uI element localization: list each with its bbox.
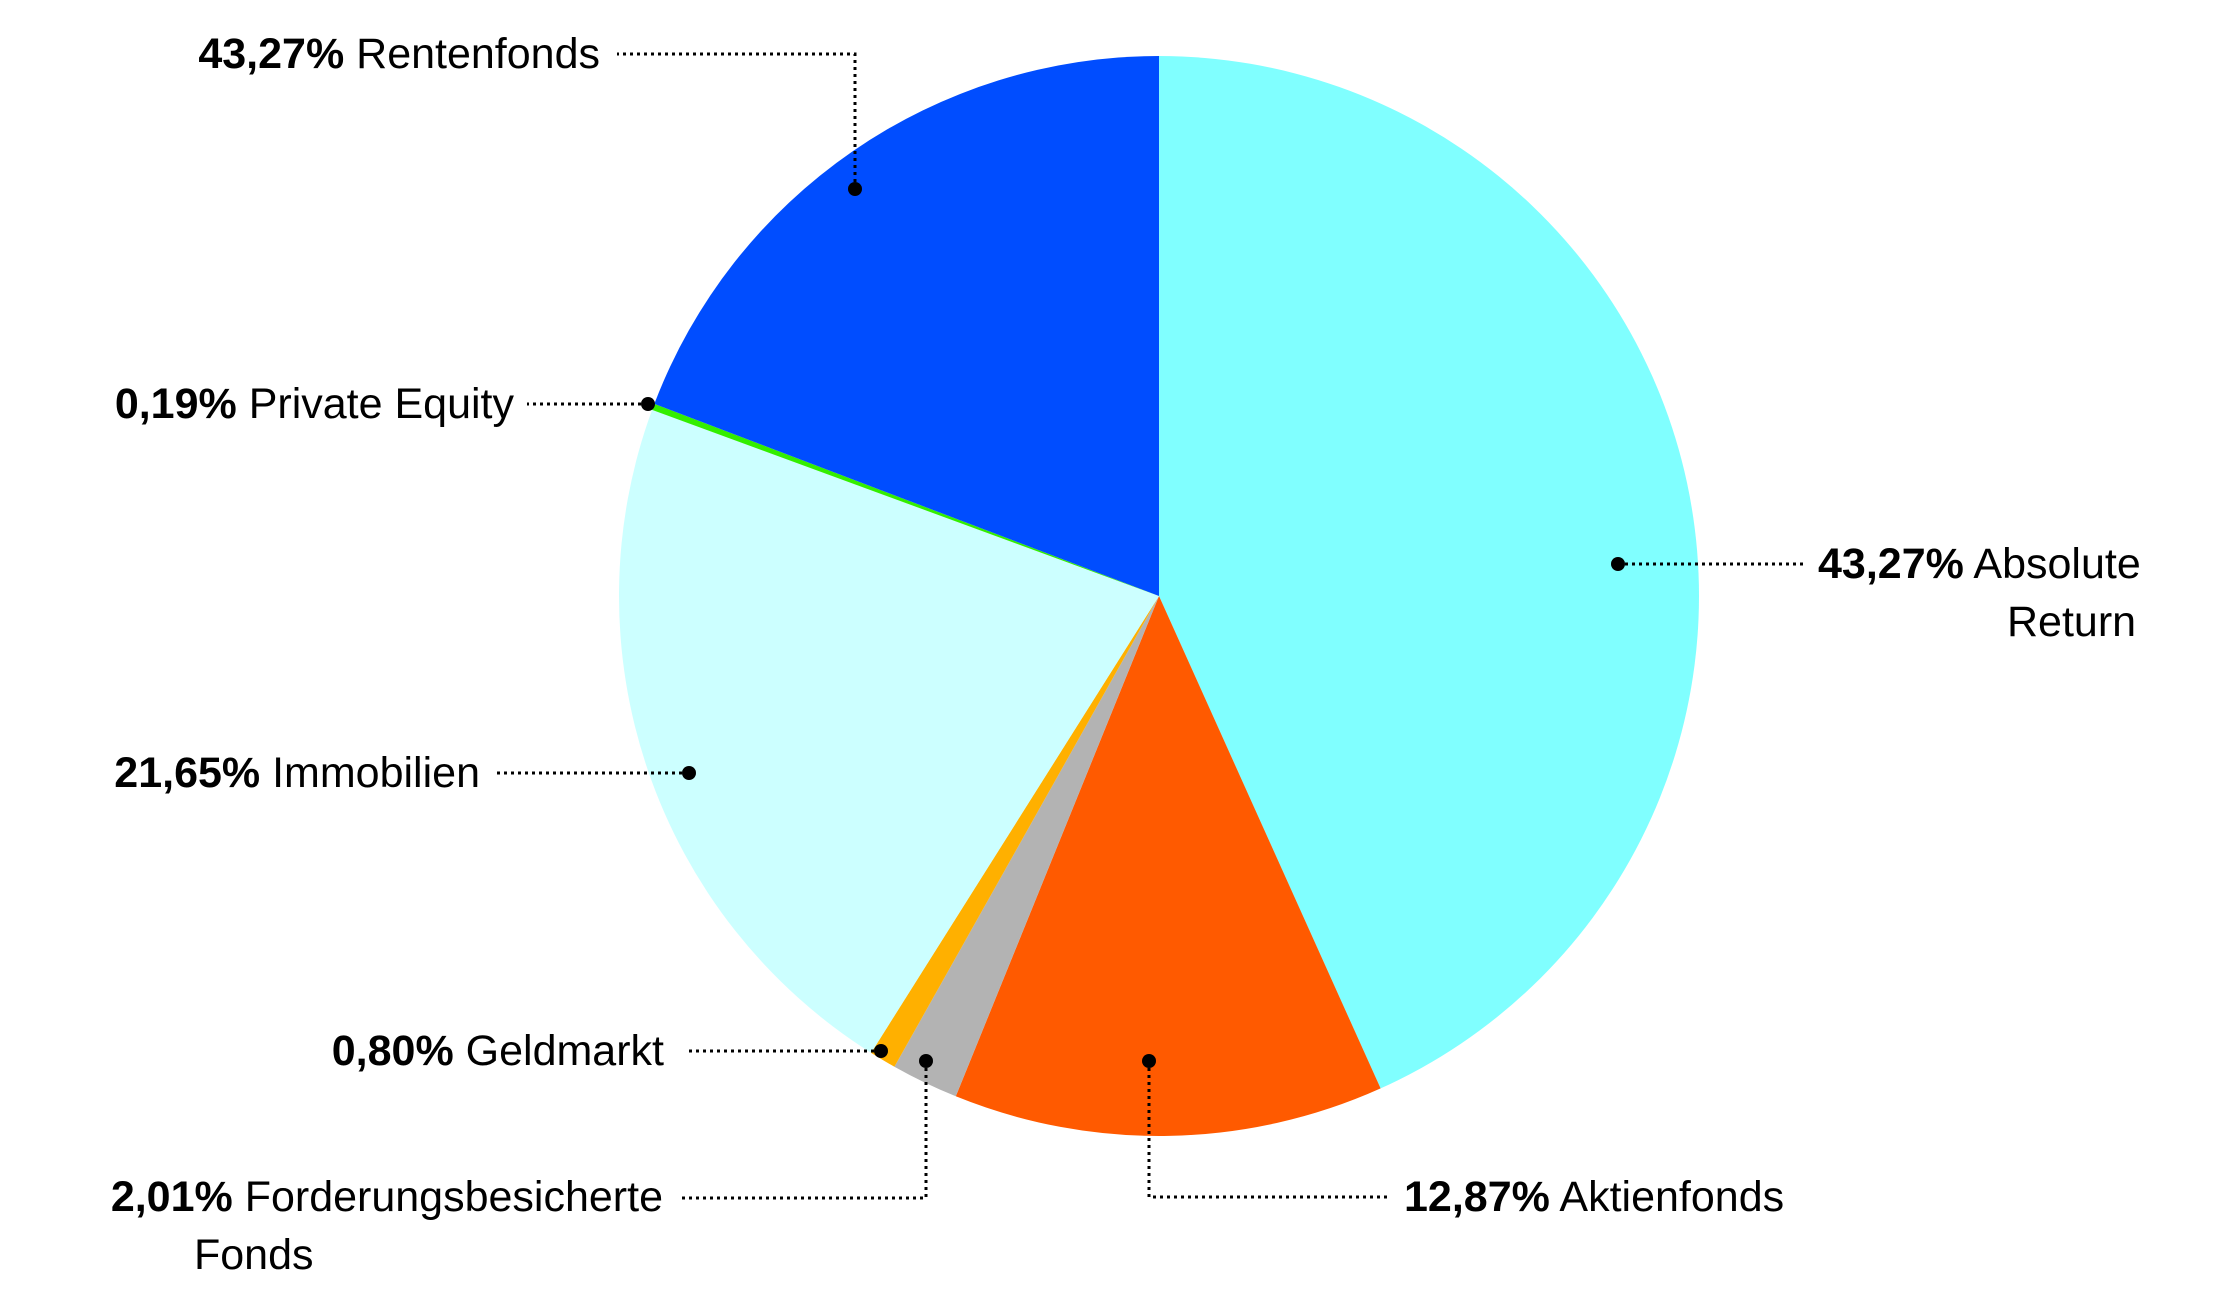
pie-slice-aktienfonds bbox=[955, 596, 1381, 1136]
label-geldmarkt: 0,80% Geldmarkt bbox=[332, 1027, 888, 1075]
pie-slice-private-equity bbox=[652, 403, 1159, 596]
leader-dot bbox=[641, 397, 655, 411]
value-label: 0,19% bbox=[115, 380, 237, 428]
svg-text:21,65% Immobilien: 21,65% Immobilien bbox=[114, 749, 480, 797]
svg-text:0,80% Geldmarkt: 0,80% Geldmarkt bbox=[332, 1027, 664, 1075]
svg-text:43,27% Rentenfonds: 43,27% Rentenfonds bbox=[198, 30, 600, 78]
svg-text:0,19% Private Equity: 0,19% Private Equity bbox=[115, 380, 515, 428]
value-label: 43,27% bbox=[198, 30, 344, 78]
leader-dot bbox=[848, 182, 862, 196]
category-label: Geldmarkt bbox=[466, 1027, 664, 1075]
leader-dot bbox=[1611, 557, 1625, 571]
value-label: 43,27% bbox=[1818, 540, 1964, 588]
svg-text:2,01% Forderungsbesicherte: 2,01% Forderungsbesicherte bbox=[111, 1173, 663, 1221]
category-label: Aktienfonds bbox=[1559, 1173, 1784, 1221]
value-label: 0,80% bbox=[332, 1027, 454, 1075]
category-label-line2: Fonds bbox=[194, 1231, 314, 1279]
category-label: Rentenfonds bbox=[356, 30, 600, 78]
svg-text:12,87% Aktienfonds: 12,87% Aktienfonds bbox=[1404, 1173, 1784, 1221]
label-aktienfonds: 12,87% Aktienfonds bbox=[1142, 1054, 1784, 1221]
pie-slice-geldmarkt bbox=[871, 596, 1159, 1067]
pie-slice-absolute-return bbox=[1159, 56, 1699, 1089]
category-label-line2: Return bbox=[2007, 598, 2136, 646]
category-label: Private Equity bbox=[249, 380, 515, 428]
pie-slice-rentenfonds bbox=[654, 56, 1159, 596]
category-label: Forderungsbesicherte bbox=[245, 1173, 663, 1221]
leader-dot bbox=[682, 766, 696, 780]
category-label: Absolute bbox=[1973, 540, 2140, 588]
leader-line bbox=[617, 52, 857, 189]
value-label: 12,87% bbox=[1404, 1173, 1550, 1221]
leader-dot bbox=[874, 1044, 888, 1058]
leader-dot bbox=[919, 1054, 933, 1068]
svg-text:43,27% Absolute: 43,27% Absolute bbox=[1818, 540, 2141, 588]
label-forderungsbesicherte-fonds: 2,01% Forderungsbesicherte Fonds bbox=[111, 1054, 933, 1279]
value-label: 2,01% bbox=[111, 1173, 233, 1221]
label-immobilien: 21,65% Immobilien bbox=[114, 749, 696, 797]
category-label: Immobilien bbox=[272, 749, 480, 797]
label-private-equity: 0,19% Private Equity bbox=[115, 380, 655, 428]
pie-slices bbox=[618, 56, 1699, 1136]
pie-slice-forderungsbesicherte-fonds bbox=[894, 596, 1159, 1097]
leader-line bbox=[1147, 1061, 1388, 1199]
leader-dot bbox=[1142, 1054, 1156, 1068]
pie-slice-immobilien bbox=[618, 409, 1159, 1053]
leader-line bbox=[682, 1061, 928, 1200]
label-absolute-return: 43,27% Absolute Return bbox=[1611, 540, 2141, 646]
label-rentenfonds: 43,27% Rentenfonds bbox=[198, 30, 862, 196]
value-label: 21,65% bbox=[114, 749, 260, 797]
